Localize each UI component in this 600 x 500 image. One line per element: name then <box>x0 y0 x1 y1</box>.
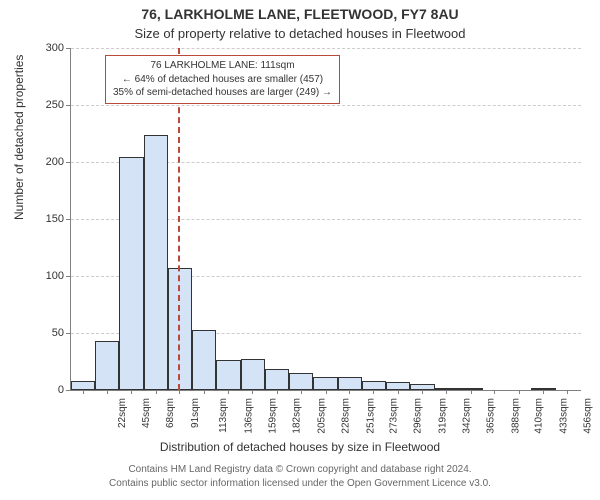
x-tick-mark <box>349 390 350 394</box>
chart-title-address: 76, LARKHOLME LANE, FLEETWOOD, FY7 8AU <box>0 6 600 22</box>
y-tick-label: 250 <box>24 99 64 111</box>
y-tick-label: 50 <box>24 327 64 339</box>
y-tick-label: 150 <box>24 213 64 225</box>
x-tick-mark <box>446 390 447 394</box>
x-tick-label: 410sqm <box>534 398 545 434</box>
x-tick-label: 433sqm <box>558 398 569 434</box>
x-tick-label: 68sqm <box>166 398 177 428</box>
histogram-bar <box>71 381 95 390</box>
x-tick-mark <box>326 390 327 394</box>
x-tick-label: 296sqm <box>413 398 424 434</box>
x-tick-mark <box>131 390 132 394</box>
histogram-bar <box>265 369 289 390</box>
x-tick-label: 456sqm <box>582 398 593 434</box>
footer-copyright-1: Contains HM Land Registry data © Crown c… <box>0 464 600 475</box>
x-tick-mark <box>228 390 229 394</box>
histogram-bar <box>362 381 386 390</box>
histogram-bar <box>289 373 313 390</box>
histogram-bar <box>95 341 119 390</box>
x-tick-mark <box>204 390 205 394</box>
x-tick-label: 319sqm <box>437 398 448 434</box>
info-line-2: ← 64% of detached houses are smaller (45… <box>113 73 332 87</box>
x-tick-label: 273sqm <box>388 398 399 434</box>
marker-info-box: 76 LARKHOLME LANE: 111sqm ← 64% of detac… <box>105 55 340 104</box>
y-tick-label: 100 <box>24 270 64 282</box>
x-tick-label: 365sqm <box>486 398 497 434</box>
x-tick-label: 136sqm <box>243 398 254 434</box>
x-tick-mark <box>277 390 278 394</box>
histogram-bar <box>313 377 337 390</box>
x-tick-mark <box>252 390 253 394</box>
x-tick-mark <box>373 390 374 394</box>
y-tick-label: 0 <box>24 384 64 396</box>
x-tick-mark <box>398 390 399 394</box>
x-tick-mark <box>494 390 495 394</box>
y-tick-label: 200 <box>24 156 64 168</box>
histogram-bar <box>216 360 240 390</box>
info-line-3: 35% of semi-detached houses are larger (… <box>113 86 332 100</box>
x-tick-label: 228sqm <box>341 398 352 434</box>
histogram-bar <box>119 157 143 390</box>
x-tick-mark <box>567 390 568 394</box>
histogram-bar <box>144 135 168 390</box>
x-tick-mark <box>107 390 108 394</box>
x-tick-mark <box>519 390 520 394</box>
x-tick-mark <box>422 390 423 394</box>
histogram-bar <box>192 330 216 390</box>
x-tick-label: 251sqm <box>365 398 376 434</box>
x-tick-label: 45sqm <box>141 398 152 428</box>
y-tick-label: 300 <box>24 42 64 54</box>
x-tick-label: 205sqm <box>316 398 327 434</box>
y-axis-label: Number of detached properties <box>12 55 26 220</box>
x-tick-label: 22sqm <box>117 398 128 428</box>
x-tick-label: 91sqm <box>190 398 201 428</box>
x-tick-mark <box>301 390 302 394</box>
x-tick-label: 342sqm <box>462 398 473 434</box>
histogram-bar <box>338 377 362 390</box>
histogram-bar <box>386 382 410 390</box>
x-tick-label: 159sqm <box>268 398 279 434</box>
grid-line <box>71 48 581 49</box>
x-tick-mark <box>543 390 544 394</box>
grid-line <box>71 105 581 106</box>
x-tick-mark <box>156 390 157 394</box>
x-tick-label: 113sqm <box>218 398 229 433</box>
x-tick-mark <box>179 390 180 394</box>
info-line-1: 76 LARKHOLME LANE: 111sqm <box>113 59 332 73</box>
x-tick-mark <box>471 390 472 394</box>
x-tick-mark <box>83 390 84 394</box>
footer-copyright-2: Contains public sector information licen… <box>0 478 600 489</box>
x-tick-label: 388sqm <box>510 398 521 434</box>
histogram-bar <box>241 359 265 390</box>
chart-title-desc: Size of property relative to detached ho… <box>0 26 600 41</box>
chart-container: 76, LARKHOLME LANE, FLEETWOOD, FY7 8AU S… <box>0 0 600 500</box>
x-axis-label: Distribution of detached houses by size … <box>0 440 600 454</box>
x-tick-label: 182sqm <box>292 398 303 434</box>
